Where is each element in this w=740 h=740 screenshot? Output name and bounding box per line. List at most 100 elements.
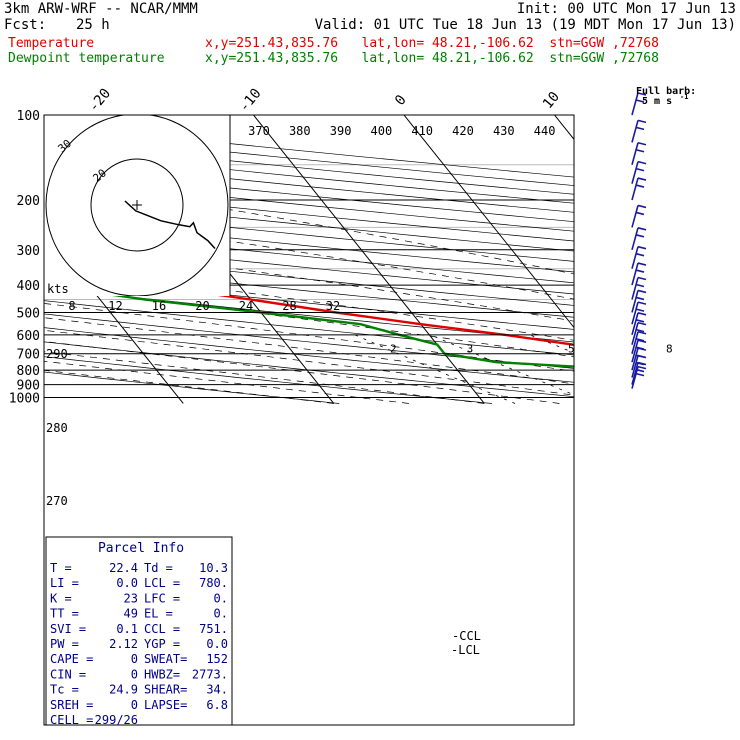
hodograph-speed-label: 20 bbox=[195, 299, 209, 313]
wind-barb-flag bbox=[637, 92, 647, 96]
wind-barb-staff bbox=[631, 277, 639, 300]
wind-barb-staff bbox=[631, 362, 639, 385]
parcel-label: Tc = bbox=[50, 683, 79, 697]
dry-adiabat bbox=[44, 197, 574, 252]
parcel-value: 0 bbox=[131, 698, 138, 712]
parcel-value: 2.12 bbox=[109, 637, 138, 651]
wind-barb-flag bbox=[635, 296, 645, 301]
wind-barb bbox=[631, 276, 647, 300]
forecast-hour: 25 h bbox=[76, 17, 110, 33]
dry-adiabat-label: 380 bbox=[289, 124, 311, 138]
wind-barb bbox=[631, 330, 647, 354]
isotherm-line bbox=[554, 115, 574, 141]
parcel-label: Td = bbox=[144, 561, 173, 575]
parcel-label: SREH = bbox=[50, 698, 93, 712]
wind-barb-staff bbox=[631, 120, 639, 143]
wind-barb-flag bbox=[637, 289, 647, 294]
wind-barb-flag bbox=[637, 119, 647, 124]
parcel-value: 0 bbox=[131, 652, 138, 666]
wind-barb-staff bbox=[631, 322, 639, 345]
parcel-value: 34. bbox=[206, 683, 228, 697]
wind-barb-staff bbox=[631, 290, 639, 313]
wind-barb-flag bbox=[635, 167, 645, 172]
hodograph-speed-label: 28 bbox=[282, 299, 296, 313]
dry-adiabat-label: 270 bbox=[46, 494, 68, 508]
wind-barb-staff bbox=[631, 205, 639, 228]
wind-barb bbox=[631, 177, 647, 201]
level-annotation: -LCL bbox=[451, 643, 480, 657]
parcel-value: 0.0 bbox=[116, 576, 138, 590]
wind-barb-flag bbox=[637, 312, 647, 316]
parcel-value: 24.9 bbox=[109, 683, 138, 697]
wind-barb bbox=[631, 204, 647, 228]
parcel-info-box bbox=[45, 536, 233, 726]
wind-barb-flag bbox=[635, 211, 645, 216]
wind-barb-flag bbox=[635, 308, 645, 312]
parcel-value: 22.4 bbox=[109, 561, 138, 575]
mixing-ratio-line bbox=[713, 335, 740, 404]
isotherm-label: 10 bbox=[540, 89, 563, 112]
parcel-label: SHEAR= bbox=[144, 683, 187, 697]
parcel-value: 10.3 bbox=[199, 561, 228, 575]
parcel-label: LI = bbox=[50, 576, 79, 590]
dry-adiabat-label: 440 bbox=[534, 124, 556, 138]
moist-adiabat bbox=[44, 317, 574, 385]
dry-adiabat bbox=[44, 371, 340, 404]
wind-barb-staff bbox=[631, 347, 639, 371]
dry-adiabat bbox=[44, 300, 574, 356]
dry-adiabat bbox=[44, 313, 574, 369]
dry-adiabat-label: 420 bbox=[452, 124, 474, 138]
wind-barb bbox=[631, 321, 647, 345]
isotherm-line bbox=[403, 115, 574, 329]
wind-barb-flag bbox=[637, 321, 647, 326]
parcel-value: 6.8 bbox=[206, 698, 228, 712]
pressure-label: 1000 bbox=[9, 392, 40, 407]
wind-barb bbox=[631, 119, 647, 143]
parcel-label: LCL = bbox=[144, 576, 180, 590]
wind-barb bbox=[631, 289, 647, 313]
barb-legend-unit: 5 m s bbox=[642, 96, 672, 107]
pressure-label: 300 bbox=[17, 244, 40, 259]
wind-barb bbox=[631, 141, 647, 165]
parcel-value: 0. bbox=[214, 591, 228, 605]
wind-barb-flag bbox=[635, 234, 645, 238]
parcel-label: HWBZ= bbox=[144, 667, 180, 681]
wind-barb-flag bbox=[635, 372, 645, 377]
dry-adiabat bbox=[44, 356, 492, 404]
wind-barb-flag bbox=[635, 354, 645, 358]
moist-adiabat bbox=[44, 329, 574, 396]
wind-barb-flag bbox=[635, 337, 645, 342]
dry-adiabat-label: 390 bbox=[330, 124, 352, 138]
wind-barb-flag bbox=[637, 160, 647, 165]
pressure-label: 800 bbox=[17, 364, 40, 379]
moist-adiabat bbox=[44, 369, 334, 404]
parcel-value: 0.0 bbox=[206, 637, 228, 651]
wind-barb bbox=[631, 339, 647, 363]
parcel-label: CIN = bbox=[50, 667, 86, 681]
wind-barb-flag bbox=[637, 227, 647, 231]
wind-barb-staff bbox=[631, 339, 639, 363]
wind-barb-flag bbox=[635, 319, 645, 323]
parcel-label: CCL = bbox=[144, 622, 180, 636]
moist-adiabat bbox=[44, 351, 485, 404]
dry-adiabat-label: 400 bbox=[371, 124, 393, 138]
dry-adiabat-label: 280 bbox=[46, 421, 68, 435]
hodograph-speed-label: 8 bbox=[68, 299, 75, 313]
wind-barb-staff bbox=[631, 355, 639, 378]
dry-adiabat bbox=[44, 327, 574, 383]
wind-barb-flag bbox=[637, 365, 647, 370]
parcel-label: T = bbox=[50, 561, 72, 575]
wind-barb-flag bbox=[637, 276, 647, 281]
dry-adiabat bbox=[44, 187, 574, 242]
hodograph-ring bbox=[45, 115, 229, 296]
wind-barb-flag bbox=[635, 346, 645, 350]
mixing-ratio-label: 3 bbox=[467, 342, 474, 355]
temperature-station-info: x,y=251.43,835.76 lat,lon= 48.21,-106.62… bbox=[205, 36, 659, 51]
dry-adiabat bbox=[44, 287, 574, 343]
parcel-label: YGP = bbox=[144, 637, 180, 651]
hodograph-speed-label: 24 bbox=[239, 299, 253, 313]
mixing-ratio-label: 2 bbox=[390, 342, 397, 355]
isotherm-line bbox=[253, 115, 485, 404]
